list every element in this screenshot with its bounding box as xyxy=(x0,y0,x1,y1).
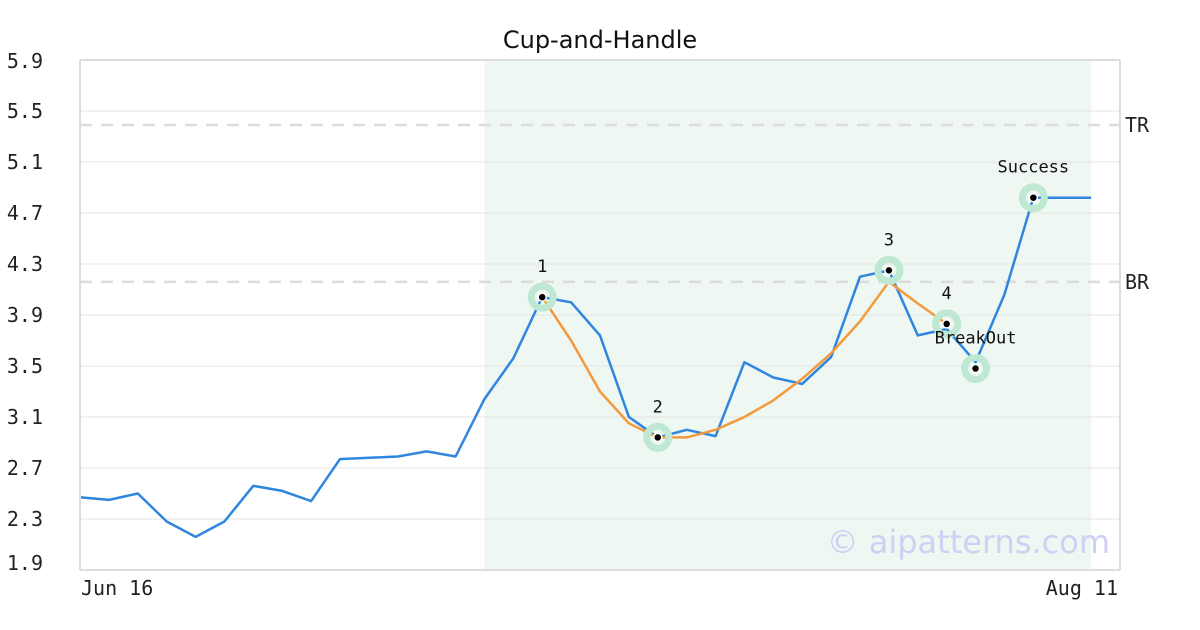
y-tick-label: 3.1 xyxy=(7,405,43,429)
pattern-marker-label: 3 xyxy=(884,230,894,250)
y-tick-label: 4.7 xyxy=(7,201,43,225)
series-line xyxy=(79,196,1092,539)
pattern-marker-dot xyxy=(537,292,547,302)
pattern-marker-dot xyxy=(1028,192,1039,203)
pattern-marker-dot xyxy=(970,363,981,374)
pattern-marker-dot xyxy=(653,432,663,443)
level-label: BR xyxy=(1125,270,1150,294)
y-tick-label: 2.7 xyxy=(7,456,43,480)
series-line xyxy=(541,280,948,439)
pattern-marker-label: Success xyxy=(998,158,1070,178)
pattern-marker-ring xyxy=(932,309,962,339)
pattern-marker-label: 2 xyxy=(653,397,663,417)
x-tick-label: Jun 16 xyxy=(81,576,153,600)
pattern-marker-ring xyxy=(527,282,557,312)
pattern-marker-ring xyxy=(961,354,991,384)
pattern-marker-label: BreakOut xyxy=(935,329,1017,349)
y-tick-label: 3.5 xyxy=(7,354,43,378)
y-tick-label: 5.5 xyxy=(7,99,43,123)
pattern-marker-dot xyxy=(941,319,952,329)
y-tick-label: 4.3 xyxy=(7,252,43,276)
level-label: TR xyxy=(1125,113,1150,137)
y-tick-label: 3.9 xyxy=(7,303,43,327)
y-tick-label: 5.1 xyxy=(7,150,43,174)
pattern-marker-label: 4 xyxy=(942,284,952,304)
pattern-marker-ring xyxy=(874,255,904,285)
pattern-marker-ring xyxy=(1018,183,1048,213)
watermark: © aipatterns.com xyxy=(827,523,1110,561)
y-tick-label: 5.9 xyxy=(7,49,43,73)
pattern-marker-dot xyxy=(884,265,894,276)
y-tick-label: 1.9 xyxy=(7,551,43,575)
pattern-marker-ring xyxy=(643,422,673,452)
x-tick-label: Aug 11 xyxy=(1046,576,1118,600)
pattern-marker-label: 1 xyxy=(537,257,547,277)
y-tick-label: 2.3 xyxy=(7,507,43,531)
chart-title: Cup-and-Handle xyxy=(503,26,697,54)
